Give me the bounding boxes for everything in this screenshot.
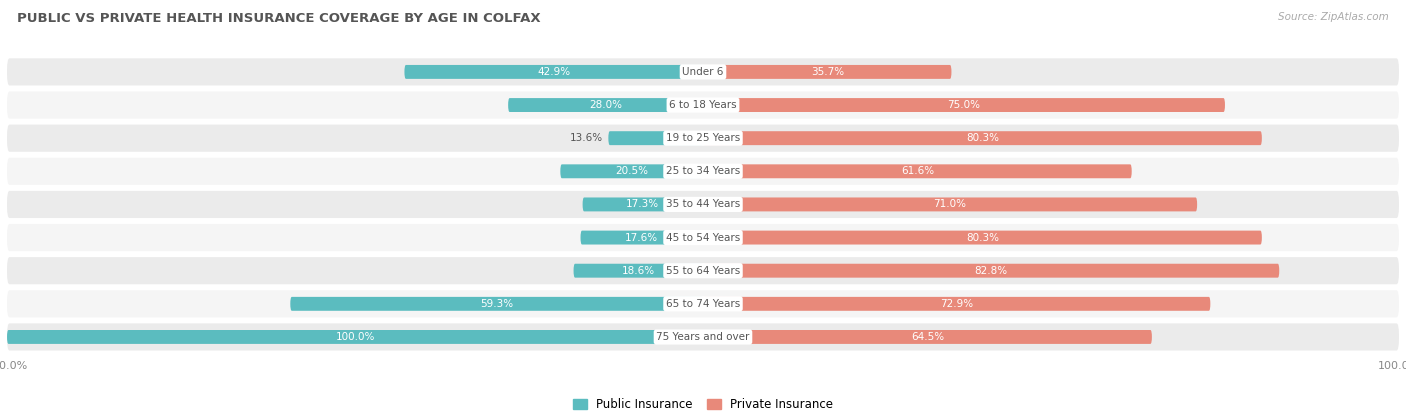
FancyBboxPatch shape <box>574 264 703 278</box>
Text: 72.9%: 72.9% <box>941 299 973 309</box>
Text: 35.7%: 35.7% <box>811 67 844 77</box>
FancyBboxPatch shape <box>703 98 1225 112</box>
Text: PUBLIC VS PRIVATE HEALTH INSURANCE COVERAGE BY AGE IN COLFAX: PUBLIC VS PRIVATE HEALTH INSURANCE COVER… <box>17 12 540 25</box>
Text: 80.3%: 80.3% <box>966 133 998 143</box>
FancyBboxPatch shape <box>703 330 1152 344</box>
Text: Source: ZipAtlas.com: Source: ZipAtlas.com <box>1278 12 1389 22</box>
Text: 13.6%: 13.6% <box>569 133 603 143</box>
FancyBboxPatch shape <box>703 65 952 79</box>
Text: 28.0%: 28.0% <box>589 100 621 110</box>
Text: 59.3%: 59.3% <box>479 299 513 309</box>
FancyBboxPatch shape <box>609 131 703 145</box>
FancyBboxPatch shape <box>405 65 703 79</box>
FancyBboxPatch shape <box>7 290 1399 318</box>
Text: 100.0%: 100.0% <box>335 332 375 342</box>
FancyBboxPatch shape <box>703 230 1261 244</box>
FancyBboxPatch shape <box>7 257 1399 284</box>
FancyBboxPatch shape <box>7 191 1399 218</box>
FancyBboxPatch shape <box>290 297 703 311</box>
FancyBboxPatch shape <box>703 164 1132 178</box>
Text: 80.3%: 80.3% <box>966 233 998 242</box>
Text: 75.0%: 75.0% <box>948 100 980 110</box>
Text: 61.6%: 61.6% <box>901 166 934 176</box>
Text: 65 to 74 Years: 65 to 74 Years <box>666 299 740 309</box>
FancyBboxPatch shape <box>7 58 1399 85</box>
Text: 19 to 25 Years: 19 to 25 Years <box>666 133 740 143</box>
Text: 25 to 34 Years: 25 to 34 Years <box>666 166 740 176</box>
FancyBboxPatch shape <box>7 323 1399 351</box>
FancyBboxPatch shape <box>7 330 703 344</box>
Text: 20.5%: 20.5% <box>616 166 648 176</box>
Text: Under 6: Under 6 <box>682 67 724 77</box>
Text: 82.8%: 82.8% <box>974 266 1008 276</box>
Text: 18.6%: 18.6% <box>621 266 655 276</box>
FancyBboxPatch shape <box>703 131 1261 145</box>
Text: 55 to 64 Years: 55 to 64 Years <box>666 266 740 276</box>
FancyBboxPatch shape <box>582 197 703 211</box>
Text: 45 to 54 Years: 45 to 54 Years <box>666 233 740 242</box>
FancyBboxPatch shape <box>7 125 1399 152</box>
Text: 35 to 44 Years: 35 to 44 Years <box>666 199 740 209</box>
FancyBboxPatch shape <box>508 98 703 112</box>
Text: 64.5%: 64.5% <box>911 332 943 342</box>
FancyBboxPatch shape <box>703 197 1197 211</box>
Text: 42.9%: 42.9% <box>537 67 571 77</box>
FancyBboxPatch shape <box>561 164 703 178</box>
FancyBboxPatch shape <box>7 158 1399 185</box>
FancyBboxPatch shape <box>7 91 1399 119</box>
FancyBboxPatch shape <box>7 224 1399 251</box>
Text: 75 Years and over: 75 Years and over <box>657 332 749 342</box>
FancyBboxPatch shape <box>703 297 1211 311</box>
Text: 6 to 18 Years: 6 to 18 Years <box>669 100 737 110</box>
FancyBboxPatch shape <box>703 264 1279 278</box>
Text: 71.0%: 71.0% <box>934 199 966 209</box>
Text: 17.3%: 17.3% <box>626 199 659 209</box>
Text: 17.6%: 17.6% <box>626 233 658 242</box>
FancyBboxPatch shape <box>581 230 703 244</box>
Legend: Public Insurance, Private Insurance: Public Insurance, Private Insurance <box>568 393 838 413</box>
